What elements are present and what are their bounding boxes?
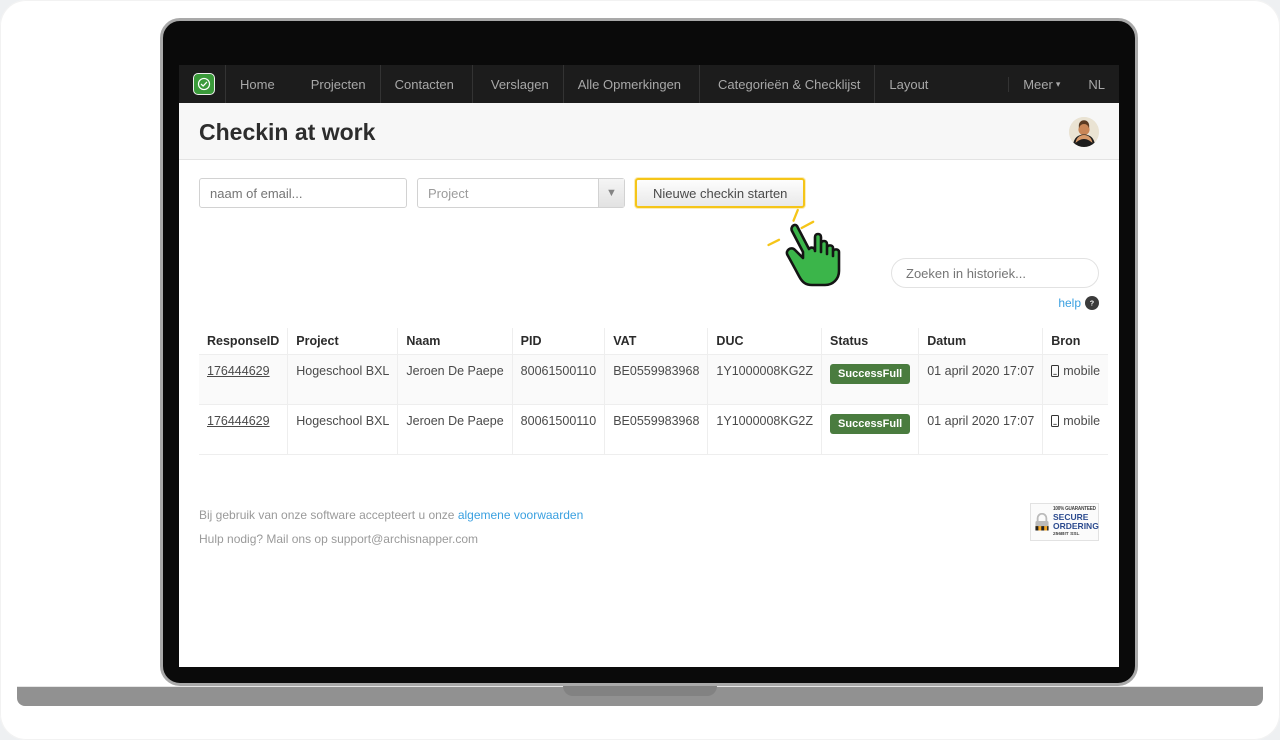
svg-text:?: ? (1090, 299, 1094, 307)
